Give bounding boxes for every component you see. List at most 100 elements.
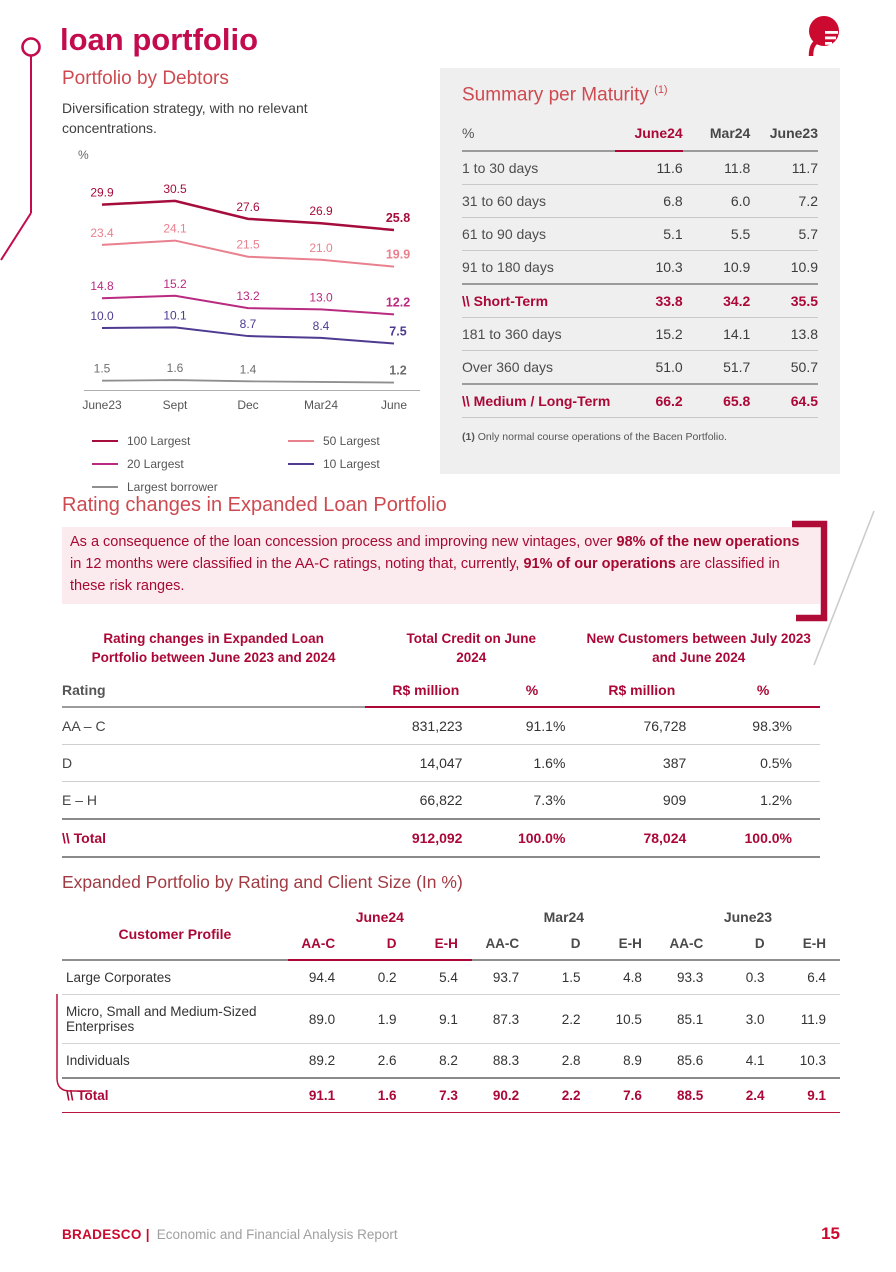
value-cell: 7.6 [594, 1077, 656, 1113]
period-group-header: June23 [723, 909, 773, 925]
y-axis-unit-label: % [78, 147, 89, 162]
value-cell: 87.3 [471, 994, 534, 1044]
value-cell: 13.8 [750, 317, 818, 352]
legend-label: 100 Largest [127, 433, 191, 448]
decorative-red-bracket [792, 520, 828, 622]
summary-per-maturity-panel: Summary per Maturity (1) % June24 Mar24 Jun… [440, 68, 840, 474]
table-row: Large Corporates 94.4 0.2 5.4 93.7 1.5 4.8 93.3… [62, 960, 840, 995]
highlight-text: are classified in these risk ranges. [70, 555, 780, 594]
value-cell: 65.8 [682, 383, 751, 419]
page-title: loan portfolio [60, 22, 259, 57]
table-row: Over 360 days 51.0 51.7 50.7 [462, 350, 818, 385]
footnote-number: (1) [462, 431, 475, 444]
column-header: % [486, 678, 578, 709]
data-label-10-largest: 10.1 [163, 308, 187, 322]
legend-item: 20 Largest [92, 457, 288, 471]
value-cell: 11.6 [615, 151, 683, 186]
legend-item: 10 Largest [288, 457, 434, 471]
value-cell: 88.5 [655, 1077, 718, 1113]
row-label: 1 to 30 days [462, 151, 616, 186]
value-cell: 4.1 [717, 1043, 779, 1079]
portfolio-by-debtors-section: Portfolio by Debtors Diversification str… [62, 68, 434, 494]
portfolio-by-debtors-heading: Portfolio by Debtors [62, 68, 229, 89]
brand-name: BRADESCO | [62, 1227, 150, 1242]
bradesco-logo-icon [808, 16, 839, 57]
period-group-header: Mar24 [543, 909, 585, 925]
series-line-largest-borrower [101, 378, 395, 384]
value-cell: 1.9 [349, 994, 411, 1044]
legend-label: 20 Largest [127, 456, 184, 471]
data-label-50-largest: 21.5 [236, 237, 260, 251]
data-label-10-largest: 8.4 [313, 319, 330, 333]
legend-swatch [288, 462, 314, 465]
data-label-50-largest: 24.1 [163, 221, 187, 235]
value-cell: 51.0 [615, 350, 683, 385]
table-row: E – H 66,822 7.3% 909 1.2% [62, 781, 820, 820]
portfolio-by-debtors-subtitle: Diversification strategy, with no releva… [62, 100, 308, 136]
value-cell: 90.2 [471, 1077, 534, 1113]
maturity-table-head: % June24 Mar24 June23 [462, 121, 818, 153]
legend-swatch [288, 439, 314, 442]
value-cell: 10.9 [750, 250, 818, 285]
table-row: 91 to 180 days 10.3 10.9 10.9 [462, 250, 818, 285]
data-label-20-largest: 12.2 [386, 295, 410, 309]
series-line-10-largest [101, 326, 395, 345]
legend-item: 50 Largest [288, 434, 434, 448]
page-footer: BRADESCO | Economic and Financial Analys… [62, 1224, 840, 1244]
value-cell: 831,223 [365, 707, 487, 746]
value-cell: 89.2 [287, 1043, 350, 1079]
value-cell: 51.7 [682, 350, 751, 385]
row-label: Micro, Small and Medium-Sized Enterprise… [62, 994, 288, 1044]
x-tick-label: June23 [82, 398, 122, 412]
highlight-bold-text: 98% of the new operations [616, 534, 800, 550]
row-label: Individuals [62, 1043, 288, 1079]
value-cell: 10.9 [682, 250, 751, 285]
bradesco-logo [798, 12, 846, 65]
legend-swatch [92, 462, 118, 465]
value-cell: 93.7 [471, 960, 534, 995]
data-label-10-largest: 7.5 [389, 324, 406, 338]
legend-swatch [92, 485, 118, 488]
value-cell: 10.5 [594, 994, 656, 1044]
value-cell: 66,822 [365, 781, 487, 820]
value-cell: 89.0 [287, 994, 350, 1044]
maturity-footnote: (1) Only normal course operations of the… [462, 431, 818, 443]
table-row: 181 to 360 days 15.2 14.1 13.8 [462, 317, 818, 352]
legend-swatch [92, 439, 118, 442]
table-header-row: % June24 Mar24 June23 [462, 121, 818, 153]
table-row: 31 to 60 days 6.8 6.0 7.2 [462, 184, 818, 219]
top-columns: Portfolio by Debtors Diversification str… [62, 68, 840, 494]
value-cell: 0.3 [717, 960, 779, 995]
x-tick-label: Mar24 [304, 398, 338, 412]
value-cell: 1.5 [533, 960, 595, 995]
column-header: % [706, 678, 820, 709]
value-cell: 91.1% [486, 707, 578, 746]
rating-table-body: AA – C 831,223 91.1% 76,728 98.3% D 14,047 1.6%… [62, 707, 820, 859]
value-cell: 14.1 [682, 317, 751, 352]
value-cell: 94.4 [287, 960, 350, 995]
value-cell: 5.7 [750, 217, 818, 252]
row-label: \\ Total [62, 1077, 288, 1113]
value-cell: 11.9 [778, 994, 840, 1044]
value-cell: 5.1 [615, 217, 683, 252]
value-cell: 66.2 [615, 383, 683, 419]
maturity-table-body: 1 to 30 days 11.6 11.8 11.7 31 to 60 days 6.8… [462, 151, 818, 419]
period-group-header: June24 [355, 909, 404, 925]
rating-bucket-header: E-H [778, 934, 840, 961]
value-cell: 14,047 [365, 744, 487, 783]
sub-header-row: Rating R$ million% R$ million% [62, 678, 820, 709]
value-cell: 91.1 [287, 1077, 350, 1113]
row-label: 31 to 60 days [462, 184, 616, 219]
page-number: 15 [821, 1224, 840, 1243]
legend-item: 100 Largest [92, 434, 288, 448]
value-cell: 35.5 [750, 283, 818, 319]
decorative-diagonal-line [813, 510, 875, 666]
x-tick-label: Sept [163, 398, 188, 412]
rating-bucket-header: D [533, 934, 595, 961]
decorative-swoosh-line [56, 994, 92, 1092]
column-header: R$ million [365, 678, 487, 709]
value-cell: 98.3% [706, 707, 820, 746]
value-cell: 1.2% [706, 781, 820, 820]
x-tick-label: June [381, 398, 407, 412]
rating-bucket-header: E-H [594, 934, 656, 961]
